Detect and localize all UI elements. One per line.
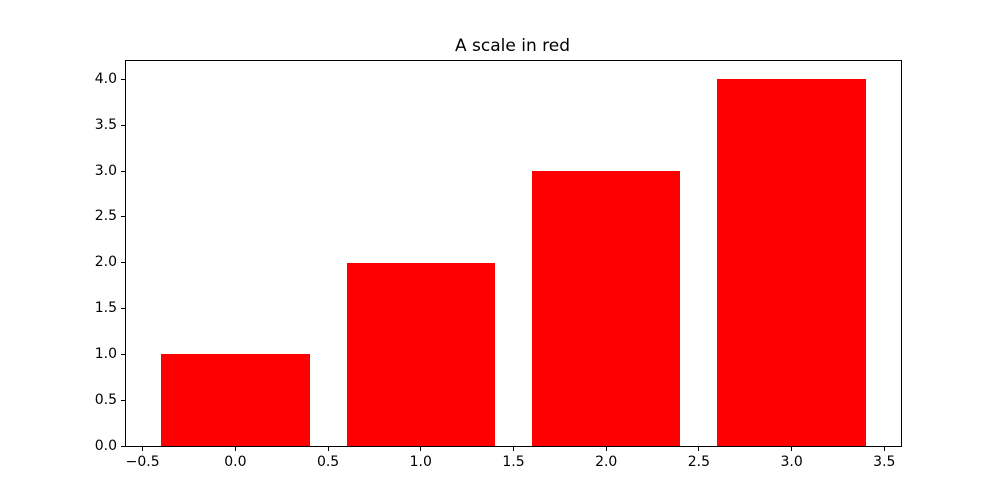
x-tick-mark (420, 447, 422, 451)
y-tick-mark (121, 308, 125, 309)
x-tick-label: 1.5 (502, 454, 525, 470)
x-tick-label: 0.0 (224, 454, 247, 470)
x-tick-label: 2.0 (595, 454, 618, 470)
y-tick-mark (121, 124, 125, 126)
y-tick-label: 4.0 (94, 70, 117, 87)
y-tick-label: 2.5 (94, 208, 117, 225)
bar (346, 262, 495, 446)
y-tick-label: 2.0 (94, 254, 117, 271)
bar (532, 171, 681, 446)
x-tick-mark (605, 447, 607, 451)
y-tick-mark (121, 262, 125, 264)
x-tick-mark (791, 447, 793, 451)
y-tick-mark (121, 399, 125, 401)
y-tick-mark (121, 445, 125, 447)
x-tick-mark (698, 447, 700, 451)
y-tick-mark (121, 78, 125, 80)
x-tick-label: 1.0 (409, 454, 432, 470)
y-tick-label: 3.0 (94, 162, 117, 179)
bar (161, 354, 310, 446)
x-tick-label: 0.5 (316, 454, 340, 470)
y-tick-label: 0.5 (94, 391, 117, 408)
y-tick-mark (121, 216, 125, 218)
x-tick-mark (142, 447, 144, 451)
plot-area: −0.5 0.0 0.5 1.0 1.5 2.0 2.5 3.0 3.5 0.0 0.5 1.0 1.5… (95, 60, 902, 470)
x-tick-label: −0.5 (125, 454, 160, 470)
chart-title: A scale in red (454, 36, 570, 56)
y-tick-label: 3.5 (94, 116, 117, 133)
y-tick-label: 1.0 (94, 345, 117, 362)
y-tick-label: 1.5 (94, 300, 117, 316)
bar (717, 79, 866, 446)
x-tick-label: 3.5 (873, 454, 896, 470)
x-tick-mark (327, 447, 329, 451)
y-tick-mark (121, 353, 125, 355)
x-tick-mark (883, 447, 885, 451)
x-tick-mark (234, 447, 236, 451)
y-tick-label: 0.0 (94, 437, 117, 454)
x-tick-mark (513, 447, 514, 451)
x-tick-label: 3.0 (780, 454, 803, 470)
y-tick-mark (121, 170, 125, 172)
x-tick-label: 2.5 (687, 454, 711, 470)
